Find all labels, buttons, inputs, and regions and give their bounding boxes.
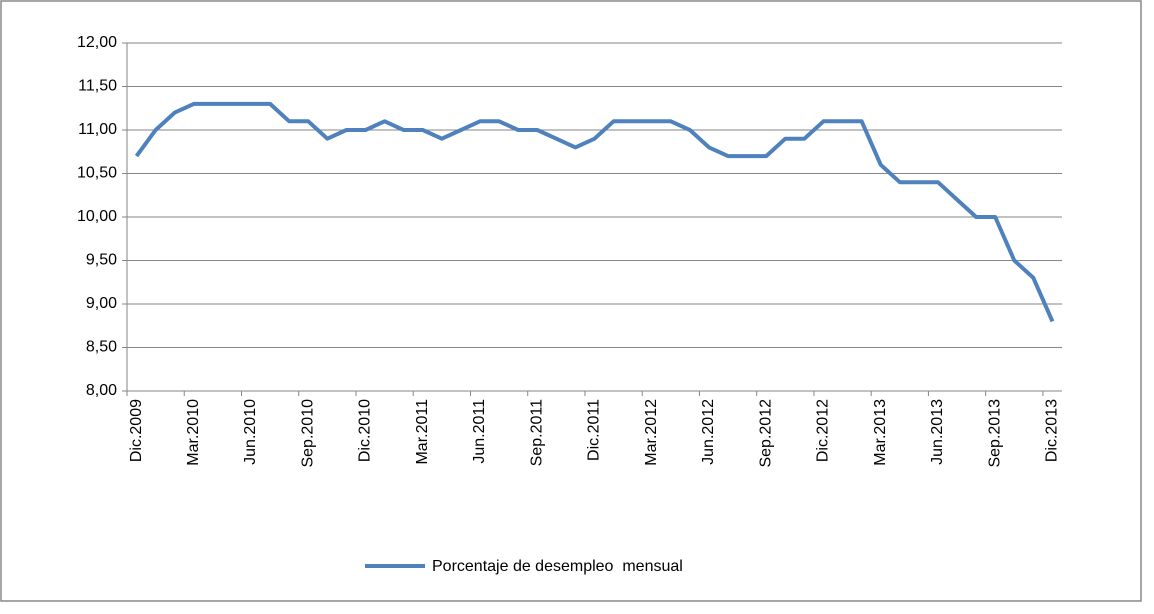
x-tick-label: Mar.2013 bbox=[872, 399, 889, 466]
legend-label: Porcentaje de desempleo mensual bbox=[432, 558, 683, 575]
x-tick-label: Mar.2011 bbox=[414, 399, 431, 465]
x-tick-label: Jun.2012 bbox=[700, 399, 717, 465]
y-tick-label: 11,00 bbox=[78, 121, 117, 138]
y-tick-label: 11,50 bbox=[78, 78, 117, 95]
x-tick-label: Dic.2009 bbox=[128, 399, 145, 462]
chart-border bbox=[0, 0, 1142, 602]
x-tick-label: Dic.2012 bbox=[815, 399, 832, 462]
y-tick-label: 8,00 bbox=[86, 382, 117, 399]
x-tick-label: Sep.2010 bbox=[299, 399, 316, 468]
y-tick-label: 9,50 bbox=[86, 252, 117, 269]
x-tick-label: Dic.2010 bbox=[357, 399, 374, 462]
x-tick-label: Dic.2013 bbox=[1044, 399, 1061, 462]
y-tick-label: 9,00 bbox=[86, 295, 117, 312]
x-tick-label: Sep.2012 bbox=[757, 399, 774, 468]
x-tick-label: Mar.2012 bbox=[643, 399, 660, 466]
x-tick-label: Jun.2013 bbox=[929, 399, 946, 465]
x-tick-label: Jun.2011 bbox=[471, 399, 488, 464]
x-tick-label: Dic.2011 bbox=[586, 399, 603, 461]
y-tick-label: 8,50 bbox=[86, 339, 117, 356]
y-tick-label: 12,00 bbox=[77, 34, 117, 51]
y-tick-label: 10,00 bbox=[77, 208, 117, 225]
x-tick-label: Sep.2011 bbox=[528, 399, 545, 466]
line-series bbox=[134, 101, 1055, 323]
x-tick-label: Mar.2010 bbox=[185, 399, 202, 466]
x-tick-label: Jun.2010 bbox=[242, 399, 259, 465]
x-tick-label: Sep.2013 bbox=[986, 399, 1003, 468]
y-tick-label: 10,50 bbox=[77, 165, 117, 182]
